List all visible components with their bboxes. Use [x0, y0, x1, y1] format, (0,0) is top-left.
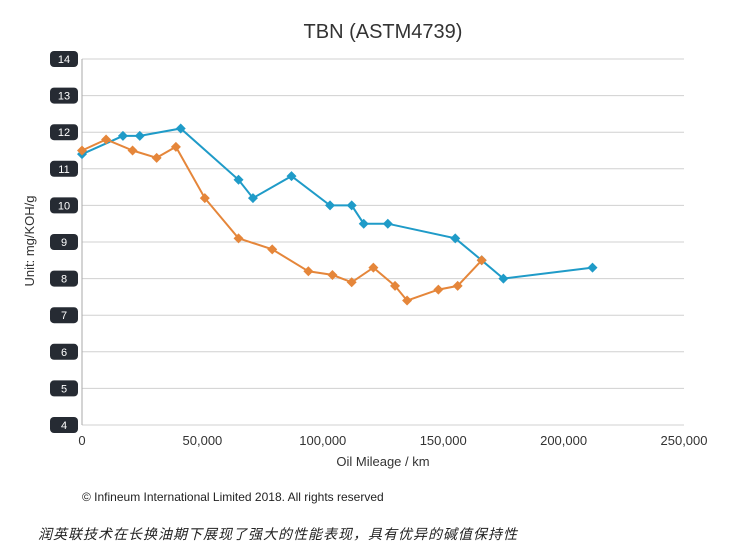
- data-point: [433, 284, 444, 295]
- data-point: [286, 171, 297, 182]
- series-line-1: [81, 127, 593, 280]
- data-point: [101, 134, 112, 145]
- data-point: [303, 266, 314, 277]
- data-point: [267, 244, 278, 255]
- x-tick-label: 200,000: [540, 433, 587, 448]
- x-tick-label: 150,000: [420, 433, 467, 448]
- chart-canvas: TBN (ASTM4739) Unit: mg/KOH/g Oil Mileag…: [22, 21, 708, 469]
- data-point: [390, 280, 401, 291]
- y-tick-badge: [50, 307, 78, 324]
- y-tick-badge: [50, 343, 78, 360]
- data-point: [498, 273, 509, 284]
- y-tick-label: 9: [61, 237, 67, 249]
- y-tick-label: 12: [58, 127, 70, 139]
- y-tick-label: 7: [61, 310, 67, 322]
- y-tick-badge: [50, 124, 78, 141]
- x-tick-label: 250,000: [661, 433, 708, 448]
- data-point: [476, 255, 487, 266]
- data-point: [450, 233, 461, 244]
- y-tick-label: 5: [61, 383, 67, 395]
- y-tick-label: 10: [58, 200, 70, 212]
- x-tick-label: 50,000: [183, 433, 223, 448]
- y-tick-badge: [50, 380, 78, 397]
- data-point: [368, 262, 379, 273]
- copyright-notice: © Infineum International Limited 2018. A…: [82, 490, 384, 504]
- data-point: [402, 295, 413, 306]
- y-axis-ticks: 4 5 6 7 8 9 10 11 12 13 14: [50, 51, 78, 433]
- y-tick-label: 11: [58, 164, 69, 176]
- data-point: [587, 262, 598, 273]
- y-tick-badge: [50, 417, 78, 433]
- tbn-chart: TBN (ASTM4739) Unit: mg/KOH/g Oil Mileag…: [22, 21, 708, 469]
- y-tick-label: 8: [61, 274, 67, 286]
- y-tick-badge: [50, 197, 78, 214]
- x-tick-label: 100,000: [299, 433, 346, 448]
- y-tick-badge: [50, 160, 78, 177]
- data-point: [358, 218, 369, 229]
- data-point: [233, 174, 244, 185]
- y-axis-label: Unit: mg/KOH/g: [22, 195, 37, 286]
- chart-title: TBN (ASTM4739): [304, 21, 463, 43]
- data-point: [325, 200, 336, 211]
- y-tick-badge: [50, 87, 78, 104]
- data-point: [170, 141, 181, 152]
- data-point: [175, 123, 186, 134]
- data-point: [346, 277, 357, 288]
- x-axis-ticks: 0 50,000 100,000 150,000 200,000 250,000: [78, 433, 707, 448]
- data-point: [247, 193, 258, 204]
- data-point: [77, 145, 87, 156]
- series-line-2: [81, 138, 483, 302]
- y-tick-label: 14: [58, 54, 70, 66]
- y-tick-badge: [50, 234, 78, 250]
- y-tick-badge: [50, 51, 78, 67]
- x-axis-label: Oil Mileage / km: [336, 454, 429, 469]
- y-tick-label: 13: [58, 91, 70, 103]
- caption-text: 润英联技术在长换油期下展现了强大的性能表现，具有优异的碱值保持性: [38, 527, 518, 543]
- data-point: [382, 218, 393, 229]
- data-point: [127, 145, 138, 156]
- data-point: [134, 130, 145, 141]
- data-point: [151, 152, 162, 163]
- y-tick-label: 4: [61, 420, 67, 432]
- data-point: [117, 130, 128, 141]
- data-point: [199, 193, 210, 204]
- data-point: [452, 280, 463, 291]
- y-tick-label: 6: [61, 347, 67, 359]
- data-point: [327, 269, 338, 280]
- x-tick-label: 0: [78, 433, 85, 448]
- data-point: [233, 233, 244, 244]
- y-tick-badge: [50, 270, 78, 287]
- data-series: [77, 123, 598, 306]
- gridlines: [81, 58, 684, 426]
- data-point: [346, 200, 357, 211]
